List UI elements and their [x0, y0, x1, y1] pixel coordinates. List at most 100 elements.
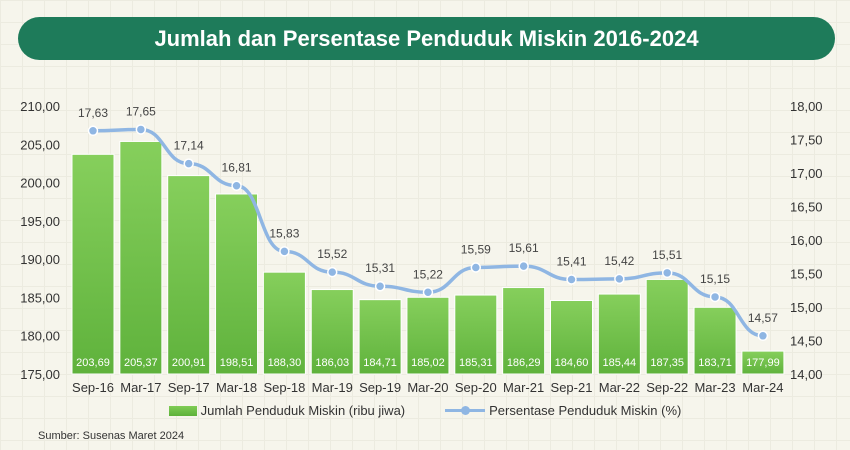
line-point — [87, 125, 99, 137]
y-left-tick: 205,00 — [20, 137, 60, 152]
x-tick: Sep-22 — [646, 380, 688, 395]
x-tick: Mar-17 — [120, 380, 161, 395]
y-right-tick: 15,00 — [790, 300, 823, 315]
bar — [358, 299, 402, 375]
bar — [741, 350, 785, 375]
line-label: 15,41 — [556, 255, 586, 269]
bar — [262, 271, 306, 375]
y-right-tick: 17,50 — [790, 133, 823, 148]
bar-label: 198,51 — [220, 357, 254, 369]
bar-label: 200,91 — [172, 357, 206, 369]
line-point — [757, 330, 769, 342]
x-tick: Sep-21 — [551, 380, 593, 395]
bar-label: 177,99 — [746, 357, 780, 369]
y-right-tick: 18,00 — [790, 99, 823, 114]
bar — [167, 175, 211, 375]
bar-label: 203,69 — [76, 357, 110, 369]
line-point — [135, 124, 147, 135]
bar — [645, 278, 689, 375]
y-right-tick: 15,50 — [790, 267, 823, 282]
y-right-tick: 14,00 — [790, 367, 823, 382]
x-tick: Mar-22 — [599, 380, 640, 395]
legend-label-line: Persentase Penduduk Miskin (%) — [489, 403, 682, 418]
line-point — [566, 274, 577, 285]
y-left-tick: 210,00 — [20, 99, 60, 114]
y-left-tick: 195,00 — [20, 214, 60, 229]
x-tick: Mar-18 — [216, 380, 257, 395]
line-label: 15,15 — [700, 272, 730, 286]
line-point — [327, 266, 338, 278]
line-point — [279, 246, 290, 257]
line-point — [231, 180, 242, 191]
x-tick: Sep-20 — [455, 380, 497, 395]
line-point — [183, 158, 194, 169]
line-label: 17,14 — [174, 139, 204, 153]
bar — [597, 293, 641, 375]
bar — [454, 294, 498, 375]
line-label: 17,63 — [78, 106, 108, 120]
legend-item-bar: Jumlah Penduduk Miskin (ribu jiwa) — [168, 403, 406, 418]
line-point — [709, 291, 721, 303]
legend-label-bar: Jumlah Penduduk Miskin (ribu jiwa) — [200, 403, 406, 418]
x-tick: Sep-19 — [359, 380, 401, 395]
bar-label: 205,37 — [124, 357, 158, 369]
chart-title: Jumlah dan Persentase Penduduk Miskin 20… — [18, 17, 835, 60]
line-label: 15,61 — [509, 241, 539, 255]
legend-swatch-bar — [168, 405, 197, 416]
x-tick: Sep-17 — [168, 380, 210, 395]
line-label: 15,52 — [317, 247, 347, 261]
y-left-tick: 175,00 — [20, 367, 60, 382]
bar-label: 187,35 — [650, 357, 684, 369]
line-label: 15,22 — [413, 267, 443, 281]
line-label: 17,65 — [126, 104, 156, 118]
source-note: Sumber: Susenas Maret 2024 — [38, 430, 185, 442]
y-left-tick: 180,00 — [20, 329, 60, 344]
line-point — [518, 260, 529, 272]
line-label: 15,59 — [461, 242, 491, 256]
legend-item-line: Persentase Penduduk Miskin (%) — [445, 403, 681, 418]
bar-label: 185,44 — [603, 357, 637, 369]
bar-label: 184,71 — [363, 357, 397, 369]
bar-label: 185,02 — [411, 357, 445, 369]
x-tick: Sep-18 — [263, 380, 305, 395]
x-tick: Mar-19 — [312, 380, 353, 395]
y-right-tick: 17,00 — [790, 166, 823, 181]
line-point — [374, 280, 386, 292]
bar — [119, 140, 163, 375]
bar — [71, 153, 115, 375]
legend-swatch-line — [445, 406, 486, 415]
bar-label: 183,71 — [698, 357, 732, 369]
y-left-tick: 200,00 — [20, 176, 60, 191]
bar-label: 185,31 — [459, 357, 493, 369]
line-label: 14,57 — [748, 311, 778, 325]
line-point — [661, 267, 673, 279]
bar — [215, 193, 259, 375]
y-right-tick: 14,50 — [790, 334, 823, 349]
y-right-tick: 16,00 — [790, 233, 823, 248]
bar — [693, 306, 737, 375]
line-label: 15,42 — [604, 254, 634, 268]
x-tick: Mar-23 — [694, 380, 735, 395]
x-tick: Mar-20 — [407, 380, 448, 395]
legend: Jumlah Penduduk Miskin (ribu jiwa) Perse… — [0, 403, 850, 418]
bar — [550, 299, 593, 375]
x-tick: Sep-16 — [72, 380, 114, 395]
line-label: 15,83 — [269, 226, 299, 240]
x-tick: Mar-21 — [503, 380, 544, 395]
line-label: 16,81 — [222, 161, 252, 175]
y-left-tick: 185,00 — [20, 290, 60, 305]
line-point — [614, 273, 625, 285]
bar — [310, 289, 354, 375]
bar-label: 184,60 — [555, 357, 589, 369]
bar-label: 186,29 — [507, 357, 541, 369]
y-right-tick: 16,50 — [790, 200, 823, 215]
line-label: 15,31 — [365, 261, 395, 275]
y-left-tick: 190,00 — [20, 252, 60, 267]
x-tick: Mar-24 — [742, 380, 783, 395]
bar-label: 186,03 — [315, 357, 349, 369]
line-label: 15,51 — [652, 248, 682, 262]
bar-label: 188,30 — [268, 357, 302, 369]
line-point — [470, 262, 482, 273]
bar — [502, 287, 546, 375]
